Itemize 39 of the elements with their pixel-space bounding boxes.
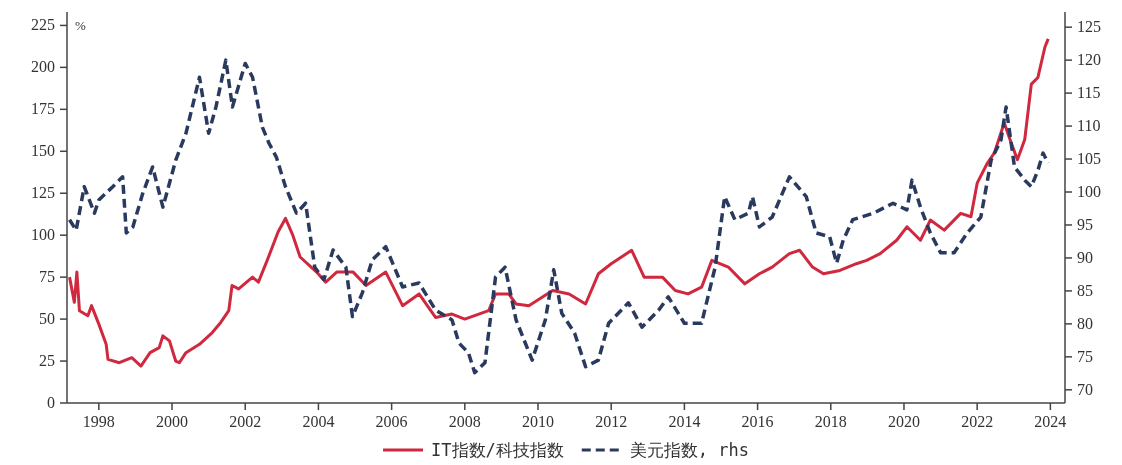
x-tick-label: 2010 (522, 413, 554, 430)
x-tick-label: 2016 (741, 413, 774, 430)
y-tick-label: 225 (31, 16, 55, 34)
x-tick-label: 2000 (156, 413, 189, 430)
y-tick-label: 200 (31, 58, 55, 76)
y-tick-label: 150 (31, 142, 55, 160)
y-tick-label: 75 (39, 268, 55, 286)
y2-tick-label: 105 (1077, 150, 1101, 168)
y2-tick-label: 110 (1077, 117, 1101, 135)
y-tick-label: 175 (31, 100, 55, 118)
y-tick-label: 0 (47, 394, 55, 411)
x-tick-label: 2020 (887, 413, 920, 430)
x-tick-label: 1998 (82, 413, 115, 430)
y-tick-label: 25 (39, 352, 55, 370)
y2-tick-label: 125 (1077, 18, 1101, 36)
y-axis-title: % (75, 18, 86, 34)
x-tick-label: 2008 (448, 413, 481, 430)
y-tick-label: 125 (31, 184, 55, 202)
x-tick-label: 2018 (814, 413, 847, 430)
y2-tick-label: 100 (1077, 183, 1101, 201)
y2-tick-label: 95 (1077, 215, 1093, 233)
y2-tick-label: 80 (1077, 314, 1093, 332)
legend-label: IT指数/科技指数 (431, 440, 564, 460)
legend-label: 美元指数, rhs (629, 440, 749, 460)
y2-tick-label: 115 (1077, 84, 1101, 102)
y2-tick-label: 120 (1077, 51, 1101, 69)
x-tick-label: 2002 (229, 413, 262, 430)
y2-tick-label: 85 (1077, 281, 1093, 299)
x-tick-label: 2024 (1034, 413, 1067, 430)
x-tick-label: 2012 (595, 413, 628, 430)
x-tick-label: 2014 (668, 413, 701, 430)
x-tick-label: 2006 (375, 413, 408, 430)
y-tick-label: 100 (31, 226, 55, 244)
y-tick-label: 50 (39, 310, 55, 328)
x-tick-label: 2004 (302, 413, 335, 430)
x-tick-label: 2022 (961, 413, 994, 430)
y2-tick-label: 75 (1077, 347, 1093, 365)
y2-tick-label: 90 (1077, 248, 1093, 266)
y2-tick-label: 70 (1077, 380, 1093, 398)
